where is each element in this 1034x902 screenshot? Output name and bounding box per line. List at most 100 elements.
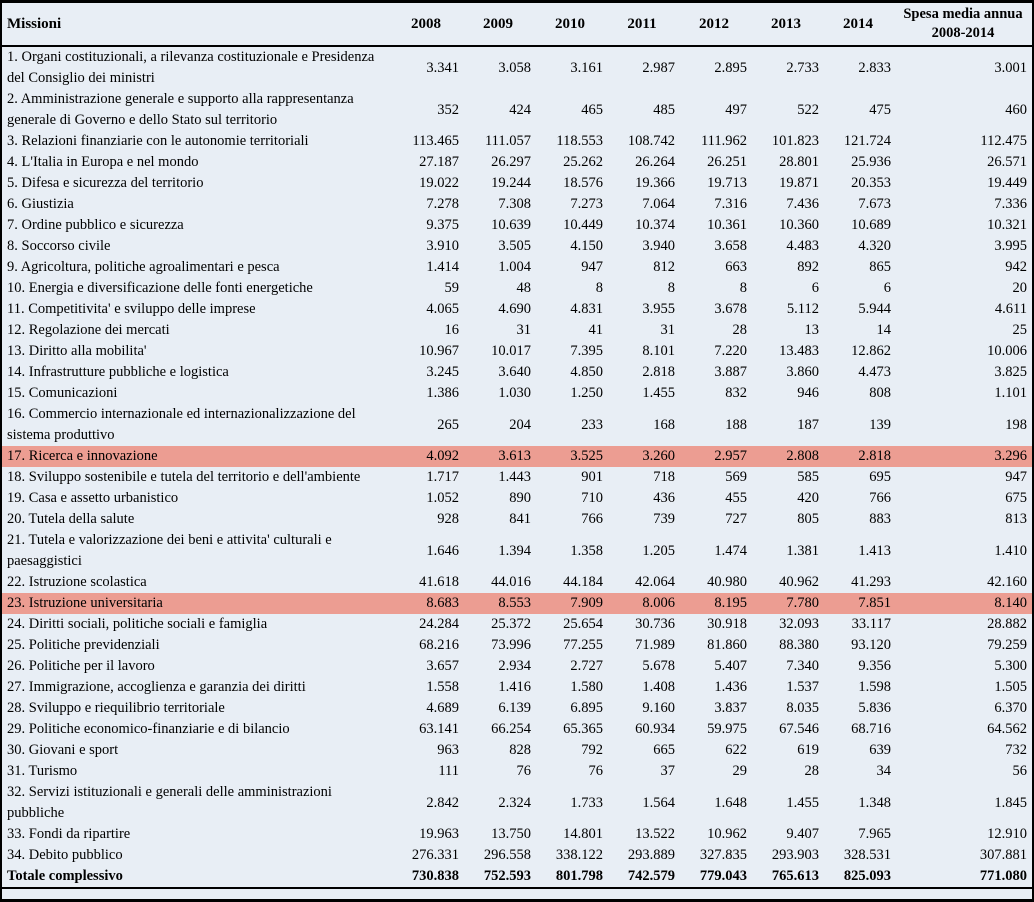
value-2013: 4.483 xyxy=(786,238,819,254)
value-2008: 7.278 xyxy=(426,196,459,212)
value-2011: 8.101 xyxy=(642,343,675,359)
value-2011: 812 xyxy=(653,259,675,275)
value-average: 1.505 xyxy=(994,679,1027,695)
total-value-average: 771.080 xyxy=(894,866,1032,889)
mission-label: 11. Competitivita' e sviluppo delle impr… xyxy=(7,301,256,317)
value-2011: 3.955 xyxy=(642,301,675,317)
value-2010: 4.850 xyxy=(570,364,603,380)
value-2014: 1.598 xyxy=(858,679,891,695)
mission-row-17: 17. Ricerca e innovazione 4.092 3.613 3.525… xyxy=(2,446,1032,467)
value-2012: 26.251 xyxy=(707,154,747,170)
value-2010: 465 xyxy=(581,101,603,118)
mission-label: 22. Istruzione scolastica xyxy=(7,574,147,590)
value-2012: 10.361 xyxy=(707,217,747,233)
mission-row-18: 18. Sviluppo sostenibile e tutela del te… xyxy=(2,467,1032,488)
value-2013: 6 xyxy=(811,280,819,296)
mission-row-5: 5. Difesa e sicurezza del territorio 19.0… xyxy=(2,173,1032,194)
value-2011: 37 xyxy=(660,763,676,779)
mission-label: 18. Sviluppo sostenibile e tutela del te… xyxy=(7,469,361,485)
value-2010: 1.250 xyxy=(570,385,603,401)
value-2009: 204 xyxy=(509,416,531,433)
value-2010: 233 xyxy=(581,416,603,433)
value-2014: 1.413 xyxy=(858,542,891,559)
mission-row-3: 3. Relazioni finanziarie con le autonomi… xyxy=(2,131,1032,152)
value-2009: 1.004 xyxy=(498,259,531,275)
value-2009: 6.139 xyxy=(498,700,531,716)
value-2010: 25.654 xyxy=(563,616,603,632)
total-value-2013: 765.613 xyxy=(750,866,822,889)
value-2011: 665 xyxy=(653,742,675,758)
value-2013: 420 xyxy=(797,490,819,506)
value-2010: 4.831 xyxy=(570,301,603,317)
value-2013: 7.340 xyxy=(786,658,819,674)
value-average: 10.321 xyxy=(987,217,1027,233)
value-2013: 5.112 xyxy=(786,301,819,317)
value-2012: 81.860 xyxy=(707,637,747,653)
value-2009: 3.505 xyxy=(498,238,531,254)
value-2013: 3.860 xyxy=(786,364,819,380)
value-2011: 60.934 xyxy=(635,721,675,737)
value-2014: 121.724 xyxy=(843,133,891,149)
total-value-2010: 801.798 xyxy=(534,866,606,889)
value-2010: 18.576 xyxy=(563,175,603,191)
value-2008: 1.717 xyxy=(426,469,459,485)
value-average: 28.882 xyxy=(987,616,1027,632)
value-2014: 695 xyxy=(869,469,891,485)
mission-row-7: 7. Ordine pubblico e sicurezza 9.375 10.63… xyxy=(2,215,1032,236)
value-2011: 19.366 xyxy=(635,175,675,191)
total-value-2012: 779.043 xyxy=(678,866,750,889)
value-2012: 111.962 xyxy=(700,133,747,149)
value-2011: 13.522 xyxy=(635,826,675,842)
value-2009: 19.244 xyxy=(491,175,531,191)
value-2011: 1.408 xyxy=(642,679,675,695)
value-average: 675 xyxy=(1005,490,1027,506)
value-2014: 5.836 xyxy=(858,700,891,716)
value-2014: 766 xyxy=(869,490,891,506)
value-2011: 1.205 xyxy=(642,542,675,559)
value-average: 1.101 xyxy=(994,385,1027,401)
value-2008: 1.386 xyxy=(426,385,459,401)
value-2012: 59.975 xyxy=(707,721,747,737)
value-2011: 3.260 xyxy=(606,446,678,467)
mission-row-2: 2. Amministrazione generale e supporto a… xyxy=(2,89,1032,131)
value-average: 7.336 xyxy=(994,196,1027,212)
mission-label: 17. Ricerca e innovazione xyxy=(2,446,390,467)
value-2014: 883 xyxy=(869,511,891,527)
value-2014: 2.833 xyxy=(858,59,891,76)
value-2008: 1.558 xyxy=(426,679,459,695)
value-2013: 585 xyxy=(797,469,819,485)
value-2013: 7.780 xyxy=(750,593,822,614)
value-2013: 19.871 xyxy=(779,175,819,191)
mission-label: 26. Politiche per il lavoro xyxy=(7,658,155,674)
value-2014: 7.965 xyxy=(858,826,891,842)
column-header-average: Spesa media annua 2008-2014 xyxy=(894,3,1032,47)
value-2013: 8.035 xyxy=(786,700,819,716)
column-header-year-2008: 2008 xyxy=(390,3,462,47)
value-2012: 7.316 xyxy=(714,196,747,212)
value-2010: 792 xyxy=(581,742,603,758)
mission-row-6: 6. Giustizia 7.278 7.308 7.273 7.064 7.316 7.4… xyxy=(2,194,1032,215)
value-average: 307.881 xyxy=(979,847,1027,863)
value-2010: 8 xyxy=(595,280,603,296)
value-2014: 7.851 xyxy=(822,593,894,614)
value-2012: 1.474 xyxy=(714,542,747,559)
value-2012: 622 xyxy=(725,742,747,758)
value-2009: 828 xyxy=(509,742,531,758)
value-2012: 727 xyxy=(725,511,747,527)
value-2013: 28.801 xyxy=(779,154,819,170)
value-2011: 2.818 xyxy=(642,364,675,380)
mission-label: 23. Istruzione universitaria xyxy=(2,593,390,614)
value-2012: 327.835 xyxy=(699,847,747,863)
value-2009: 76 xyxy=(516,763,532,779)
value-average: 1.845 xyxy=(994,794,1027,811)
value-2008: 68.216 xyxy=(419,637,459,653)
value-average: 42.160 xyxy=(987,574,1027,590)
value-average: 3.995 xyxy=(994,238,1027,254)
mission-label: 31. Turismo xyxy=(7,763,78,779)
value-2011: 1.564 xyxy=(642,794,675,811)
value-2011: 8 xyxy=(667,280,675,296)
header-row: Missioni 2008 2009 2010 2011 2012 2013 2014 Spes… xyxy=(2,3,1032,47)
value-average: 6.370 xyxy=(994,700,1027,716)
value-2014: 475 xyxy=(869,101,891,118)
value-average: 64.562 xyxy=(987,721,1027,737)
